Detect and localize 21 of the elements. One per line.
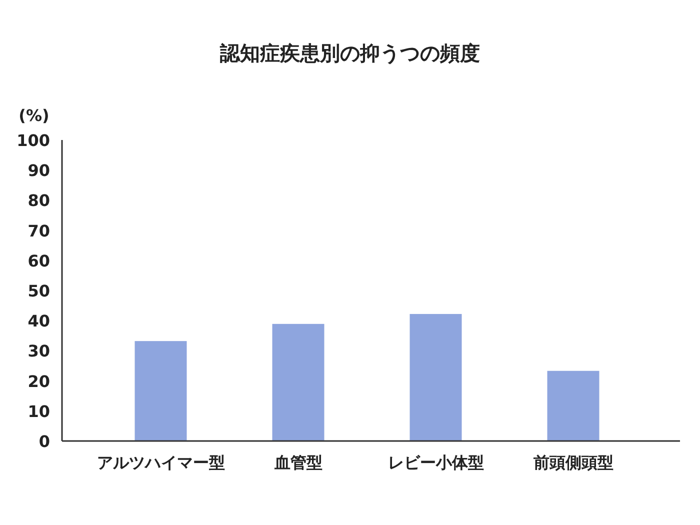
- y-tick-label: 70: [28, 221, 50, 240]
- y-tick-label: 60: [28, 251, 50, 270]
- bar: [547, 370, 600, 441]
- y-tick-label: 0: [38, 432, 50, 451]
- x-tick-label: 血管型: [273, 453, 322, 472]
- y-tick-label: 90: [28, 161, 50, 180]
- x-tick-label: 前頭側頭型: [532, 453, 614, 472]
- bar: [272, 324, 324, 441]
- x-tick-label: レビー小体型: [388, 453, 484, 472]
- y-tick-label: 50: [28, 282, 50, 300]
- chart-title: 認知症疾患別の抑うつの頻度: [219, 41, 480, 65]
- bar: [134, 341, 187, 441]
- y-tick-label: 30: [28, 342, 50, 361]
- x-tick-label: アルツハイマー型: [96, 453, 225, 472]
- y-tick-label: 20: [28, 372, 50, 391]
- y-tick-label: 80: [28, 191, 50, 210]
- bar: [410, 314, 462, 441]
- y-axis-title: (%): [18, 106, 50, 125]
- y-tick-label: 10: [28, 402, 50, 421]
- y-tick-label: 40: [28, 312, 50, 331]
- y-tick-label: 100: [16, 131, 50, 150]
